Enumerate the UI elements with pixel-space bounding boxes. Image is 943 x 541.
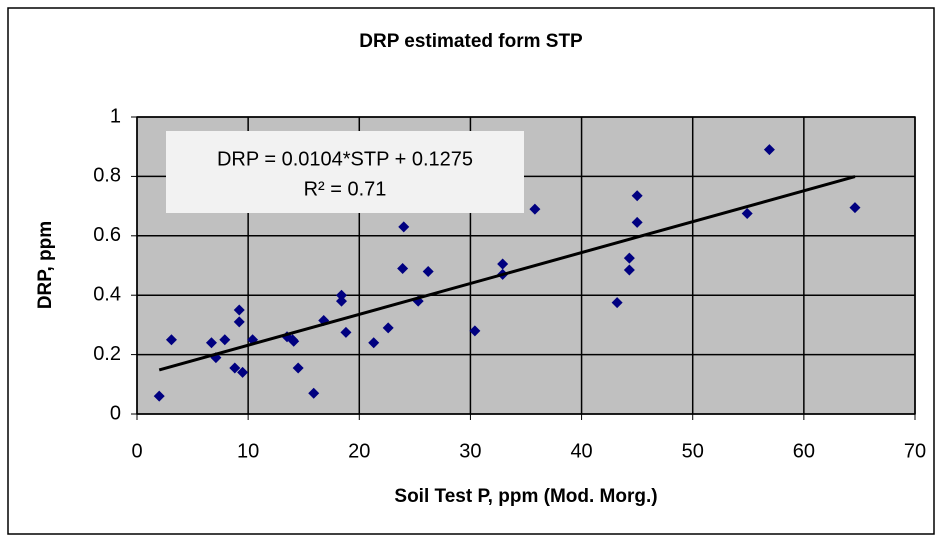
data-point bbox=[308, 387, 320, 399]
data-point bbox=[497, 258, 509, 270]
data-point bbox=[398, 221, 410, 233]
data-point bbox=[849, 202, 861, 214]
y-tick-label: 0.8 bbox=[93, 165, 121, 187]
x-tick-label: 0 bbox=[131, 440, 142, 462]
data-point bbox=[611, 297, 623, 309]
data-point bbox=[219, 334, 231, 346]
y-tick-label: 0 bbox=[110, 402, 121, 424]
data-point bbox=[382, 322, 394, 334]
data-point bbox=[153, 390, 165, 402]
y-tick-label: 0.2 bbox=[93, 343, 121, 365]
chart-title: DRP estimated form STP bbox=[359, 31, 583, 52]
data-point bbox=[233, 316, 245, 328]
data-point bbox=[368, 337, 380, 349]
data-point bbox=[631, 216, 643, 228]
data-point bbox=[336, 295, 348, 307]
y-tick-label: 1 bbox=[110, 105, 121, 127]
data-point bbox=[631, 190, 643, 202]
y-axis-title: DRP, ppm bbox=[35, 221, 56, 309]
x-tick-label: 20 bbox=[348, 440, 370, 462]
trendline-r2: R² = 0.71 bbox=[304, 178, 387, 200]
trendline bbox=[158, 175, 856, 372]
data-point bbox=[336, 289, 348, 301]
x-axis-title: Soil Test P, ppm (Mod. Morg.) bbox=[394, 486, 657, 507]
data-point bbox=[340, 326, 352, 338]
y-tick-label: 0.6 bbox=[93, 224, 121, 246]
data-point bbox=[205, 337, 217, 349]
data-point bbox=[422, 265, 434, 277]
data-point bbox=[469, 325, 481, 337]
data-point bbox=[229, 362, 241, 374]
plot-border bbox=[136, 116, 916, 415]
data-point bbox=[165, 334, 177, 346]
x-tick-label: 30 bbox=[459, 440, 481, 462]
x-tick-label: 70 bbox=[904, 440, 926, 462]
x-tick-label: 50 bbox=[682, 440, 704, 462]
data-point bbox=[233, 304, 245, 316]
y-tick-label: 0.4 bbox=[93, 283, 121, 305]
trendline-equation: DRP = 0.0104*STP + 0.1275 bbox=[217, 148, 473, 170]
data-point bbox=[741, 208, 753, 220]
trendline-label-box bbox=[166, 131, 524, 213]
data-point bbox=[292, 362, 304, 374]
data-point bbox=[397, 262, 409, 274]
x-tick-label: 60 bbox=[793, 440, 815, 462]
data-point bbox=[288, 335, 300, 347]
data-point bbox=[529, 203, 541, 215]
x-tick-label: 40 bbox=[570, 440, 592, 462]
data-point bbox=[237, 366, 249, 378]
data-point bbox=[763, 144, 775, 156]
x-tick-label: 10 bbox=[237, 440, 259, 462]
data-point bbox=[623, 264, 635, 276]
data-point bbox=[623, 252, 635, 264]
